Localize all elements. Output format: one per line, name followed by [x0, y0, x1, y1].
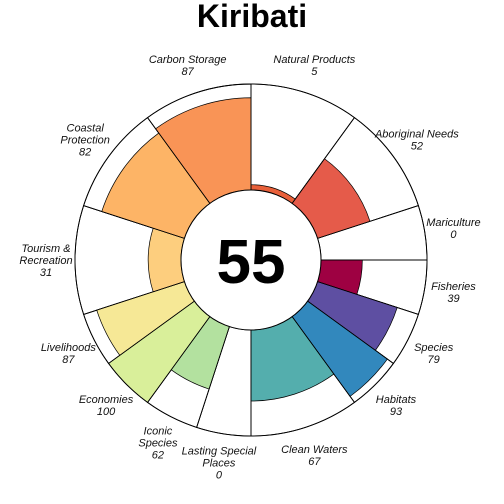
petal-value: 100 [97, 406, 116, 418]
center-circle [180, 189, 322, 331]
petal-separator [196, 326, 230, 428]
petal-label-livelihoods: Livelihoods 87 [41, 342, 97, 366]
center-score: 55 [217, 228, 286, 297]
petal-label-line: Species [414, 342, 454, 354]
petal-separators [74, 83, 428, 437]
petal-value: 31 [40, 267, 52, 279]
petal-value: 62 [152, 450, 164, 462]
petal-label-iconic-species: Iconic Species 62 [138, 426, 178, 462]
petal-label-line: Coastal [67, 123, 105, 135]
petal-label-habitats: Habitats 93 [376, 394, 417, 418]
chart-title: Kiribati [197, 0, 307, 34]
petal-value: 0 [216, 469, 223, 481]
petal-separator [83, 281, 185, 315]
petal-label-mariculture: Mariculture 0 [426, 217, 480, 241]
petal-value: 93 [390, 406, 403, 418]
petal-separator [108, 300, 195, 364]
petal-value: 82 [79, 147, 91, 159]
petal-value: 79 [428, 354, 440, 366]
petal-label-lasting-special-places: Lasting Special Places 0 [182, 445, 257, 481]
petal-label-line: Species [138, 438, 178, 450]
petal-value: 87 [62, 354, 75, 366]
petal-value: 87 [182, 66, 195, 78]
petal-value: 5 [311, 66, 318, 78]
outer-circle [74, 83, 428, 437]
petal-label-line: Economies [79, 394, 134, 406]
petal-label-line: Aboriginal Needs [374, 129, 459, 141]
petal-label-natural-products: Natural Products 5 [273, 54, 355, 78]
petal-label-line: Lasting Special [182, 445, 257, 457]
petal-label-line: Habitats [376, 394, 417, 406]
petal-tourism-recreation [147, 227, 185, 293]
petal-separator [147, 316, 211, 403]
petal-separator [291, 316, 355, 403]
petal-separator [147, 117, 211, 204]
petal-label-line: Livelihoods [41, 342, 97, 354]
petal-value: 39 [447, 293, 459, 305]
petal-label-coastal-protection: Coastal Protection 82 [60, 123, 110, 159]
petal-label-line: Recreation [19, 255, 72, 267]
petal-separator [291, 117, 355, 204]
petal-separator [307, 300, 394, 364]
petal-label-line: Natural Products [273, 54, 355, 66]
petal-labels: Natural Products 5 Aboriginal Needs 52 Maric… [19, 54, 480, 481]
petal-label-line: Fisheries [431, 281, 476, 293]
petal-separator [83, 205, 185, 239]
petal-label-line: Iconic [144, 426, 173, 438]
petal-label-economies: Economies 100 [79, 394, 134, 418]
petal-separator [317, 205, 419, 239]
petal-label-species: Species 79 [414, 342, 454, 366]
petal-label-line: Carbon Storage [149, 54, 227, 66]
petal-value: 52 [411, 141, 423, 153]
petal-value: 67 [308, 456, 321, 468]
petal-label-clean-waters: Clean Waters 67 [281, 444, 348, 468]
petal-label-line: Tourism & [21, 243, 70, 255]
petal-label-carbon-storage: Carbon Storage 87 [149, 54, 227, 78]
petal-label-line: Protection [60, 135, 110, 147]
petal-label-tourism-recreation: Tourism & Recreation 31 [19, 243, 72, 279]
petal-separator [317, 281, 419, 315]
petal-label-aboriginal-needs: Aboriginal Needs 52 [374, 129, 459, 153]
petal-label-line: Places [202, 457, 236, 469]
petal-value: 0 [450, 229, 457, 241]
petal-label-line: Mariculture [426, 217, 480, 229]
petal-label-fisheries: Fisheries 39 [431, 281, 476, 305]
petal-label-line: Clean Waters [281, 444, 348, 456]
petal-fills [96, 97, 398, 403]
